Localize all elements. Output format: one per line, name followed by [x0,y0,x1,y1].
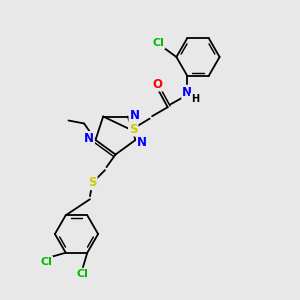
Text: H: H [190,94,199,104]
Text: S: S [88,176,97,189]
Text: N: N [182,86,192,99]
Text: Cl: Cl [77,269,89,279]
Text: O: O [152,78,162,91]
Text: N: N [84,132,94,145]
Text: S: S [129,123,137,136]
Text: N: N [129,109,140,122]
Text: Cl: Cl [40,257,52,267]
Text: Cl: Cl [152,38,164,48]
Text: N: N [137,136,147,149]
